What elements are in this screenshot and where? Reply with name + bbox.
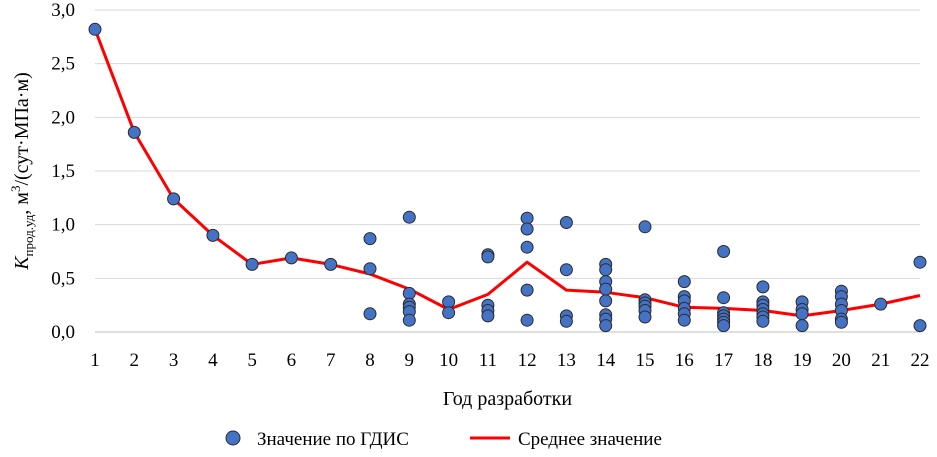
x-tick-label: 5 [247,350,257,371]
gdis-point [599,263,613,277]
gdis-point [599,282,613,296]
y-tick-label: 1,5 [51,161,75,182]
gdis-point [599,294,613,308]
legend-marker-gdis [225,430,241,446]
x-tick-label: 20 [832,350,851,371]
gdis-point [874,297,888,311]
x-tick-label: 10 [439,350,458,371]
gdis-point [520,283,534,297]
x-tick-label: 18 [753,350,772,371]
y-axis-subscript: прод.уд [21,214,36,256]
x-tick-label: 7 [326,350,336,371]
gdis-point [520,211,534,225]
gdis-point [363,262,377,276]
gdis-point [913,319,927,333]
y-axis-title: Kпрод.уд, м3/(сут·МПа·м) [8,72,36,271]
x-axis-title: Год разработки [443,388,572,410]
x-tick-label: 22 [911,350,930,371]
gdis-point [717,319,731,333]
gdis-point [834,315,848,329]
y-axis-symbol: K [11,255,33,271]
gdis-point [756,314,770,328]
gridlines [95,9,920,279]
y-tick-labels: 0,0 0,5 1,0 1,5 2,0 2,5 3,0 [51,0,75,343]
gdis-point [324,257,338,271]
gdis-point [559,263,573,277]
y-tick-label: 3,0 [51,0,75,21]
legend-label-gdis: Значение по ГДИС [257,429,409,450]
y-tick-label: 0,0 [51,322,75,343]
gdis-point [167,192,181,206]
scatter-series-layer [88,22,927,333]
gdis-point [638,310,652,324]
gdis-point [756,280,770,294]
gdis-point [442,306,456,320]
y-tick-label: 2,5 [51,54,75,75]
gdis-point [599,319,613,333]
gdis-point [206,228,220,242]
gdis-point [717,291,731,305]
x-tick-label: 21 [871,350,890,371]
x-tick-label: 17 [714,350,733,371]
y-tick-label: 1,0 [51,215,75,236]
x-tick-label: 14 [596,350,616,371]
x-tick-label: 6 [287,350,297,371]
legend: Значение по ГДИС Среднее значение [225,429,662,450]
gdis-point [559,314,573,328]
x-tick-label: 1 [90,350,100,371]
gdis-point [520,240,534,254]
gdis-point [245,257,259,271]
legend-label-average: Среднее значение [518,429,662,450]
gdis-point [913,255,927,269]
gdis-point [677,275,691,289]
gdis-point [520,313,534,327]
gdis-point [520,222,534,236]
x-tick-label: 8 [365,350,375,371]
x-tick-label: 12 [518,350,537,371]
gdis-point [402,210,416,224]
y-axis-unit-prefix: , м [11,192,33,215]
gdis-point [402,313,416,327]
y-tick-label: 0,5 [51,268,75,289]
gdis-point [127,125,141,139]
y-axis-unit-suffix: /(сут·МПа·м) [11,72,33,185]
x-tick-label: 19 [793,350,812,371]
gdis-point [638,220,652,234]
x-tick-label: 13 [557,350,576,371]
x-tick-labels: 1 2 3 4 5 6 7 8 9 10 11 12 13 14 15 16 17 18 19 20 21 22 [90,350,929,371]
line-series-layer [93,28,921,318]
gdis-point [795,319,809,333]
gdis-point [559,216,573,229]
x-tick-label: 3 [169,350,179,371]
x-tick-label: 16 [675,350,694,371]
x-tick-label: 11 [479,350,497,371]
gdis-point [363,307,377,321]
gdis-point [795,307,809,321]
y-tick-label: 2,0 [51,107,75,128]
gdis-point [363,232,377,246]
gdis-point [677,313,691,327]
x-tick-label: 15 [636,350,655,371]
gdis-point [442,295,456,309]
gdis-point [481,309,495,323]
average-line [93,28,921,318]
x-tick-label: 2 [130,350,140,371]
x-tick-label: 9 [405,350,415,371]
gdis-point [284,251,298,265]
x-tick-label: 4 [208,350,218,371]
y-axis-unit-superscript: 3 [8,186,23,193]
gdis-point [717,245,731,258]
gdis-point [481,250,495,264]
gdis-point [88,22,102,36]
